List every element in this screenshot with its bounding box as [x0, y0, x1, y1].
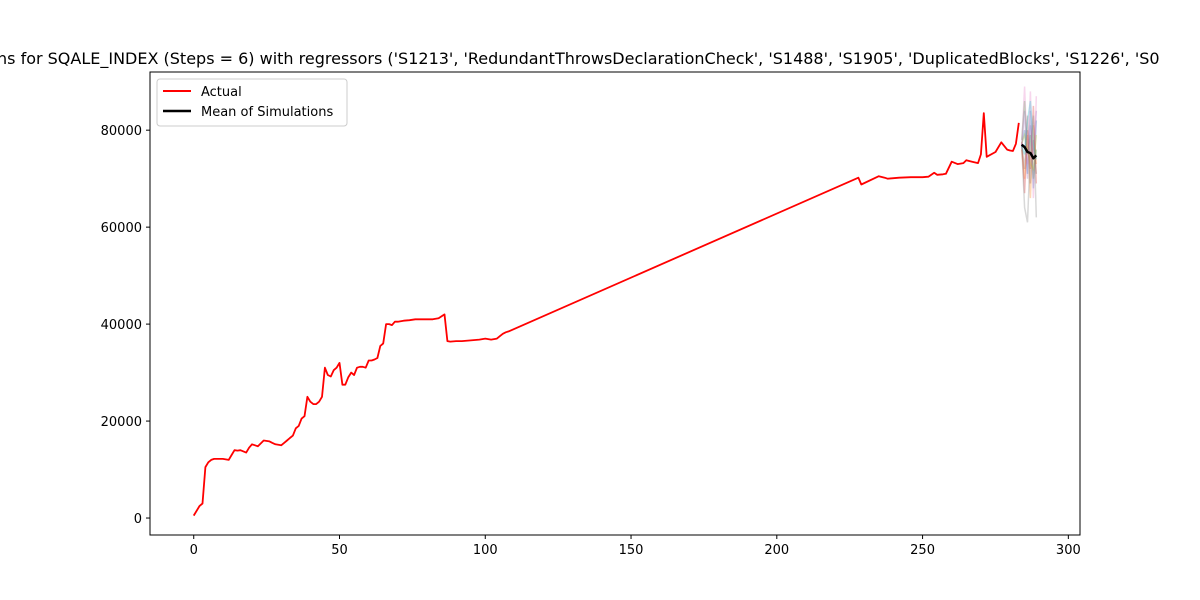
- simulation-path: [1020, 86, 1038, 199]
- x-axis: 0 50 100 150 200 250 300: [190, 535, 1081, 558]
- legend-label-actual: Actual: [201, 85, 242, 100]
- series-lines: [192, 112, 1038, 517]
- x-tick-label: 150: [619, 543, 644, 558]
- y-tick-label: 0: [134, 512, 142, 527]
- simulation-path: [1020, 115, 1038, 184]
- x-tick-label: 250: [910, 543, 935, 558]
- x-tick-label: 300: [1056, 543, 1081, 558]
- simulation-path: [1020, 115, 1038, 223]
- simulation-path: [1020, 110, 1038, 189]
- x-tick-label: 100: [473, 543, 498, 558]
- plot-frame: [149, 71, 1081, 536]
- series-line-actual: [192, 112, 1020, 517]
- simulation-path: [1020, 132, 1038, 172]
- chart-title: ns for SQALE_INDEX (Steps = 6) with regr…: [0, 49, 1160, 69]
- x-tick-label: 0: [190, 543, 198, 558]
- series-line-mean: [1020, 143, 1038, 160]
- legend-label-mean: Mean of Simulations: [201, 105, 333, 120]
- simulation-path: [1020, 101, 1038, 179]
- y-tick-label: 80000: [101, 124, 142, 139]
- x-tick-label: 200: [764, 543, 789, 558]
- y-tick-label: 40000: [101, 318, 142, 333]
- y-tick-label: 20000: [101, 415, 142, 430]
- simulation-path: [1020, 100, 1038, 160]
- x-tick-label: 50: [331, 543, 348, 558]
- y-axis: 0 20000 40000 60000 80000: [101, 124, 150, 527]
- legend-box: [156, 78, 348, 127]
- simulation-path: [1020, 105, 1038, 194]
- simulation-paths: [1020, 86, 1038, 223]
- y-tick-label: 60000: [101, 221, 142, 236]
- simulation-path: [1020, 125, 1038, 199]
- legend: Actual Mean of Simulations: [156, 78, 348, 127]
